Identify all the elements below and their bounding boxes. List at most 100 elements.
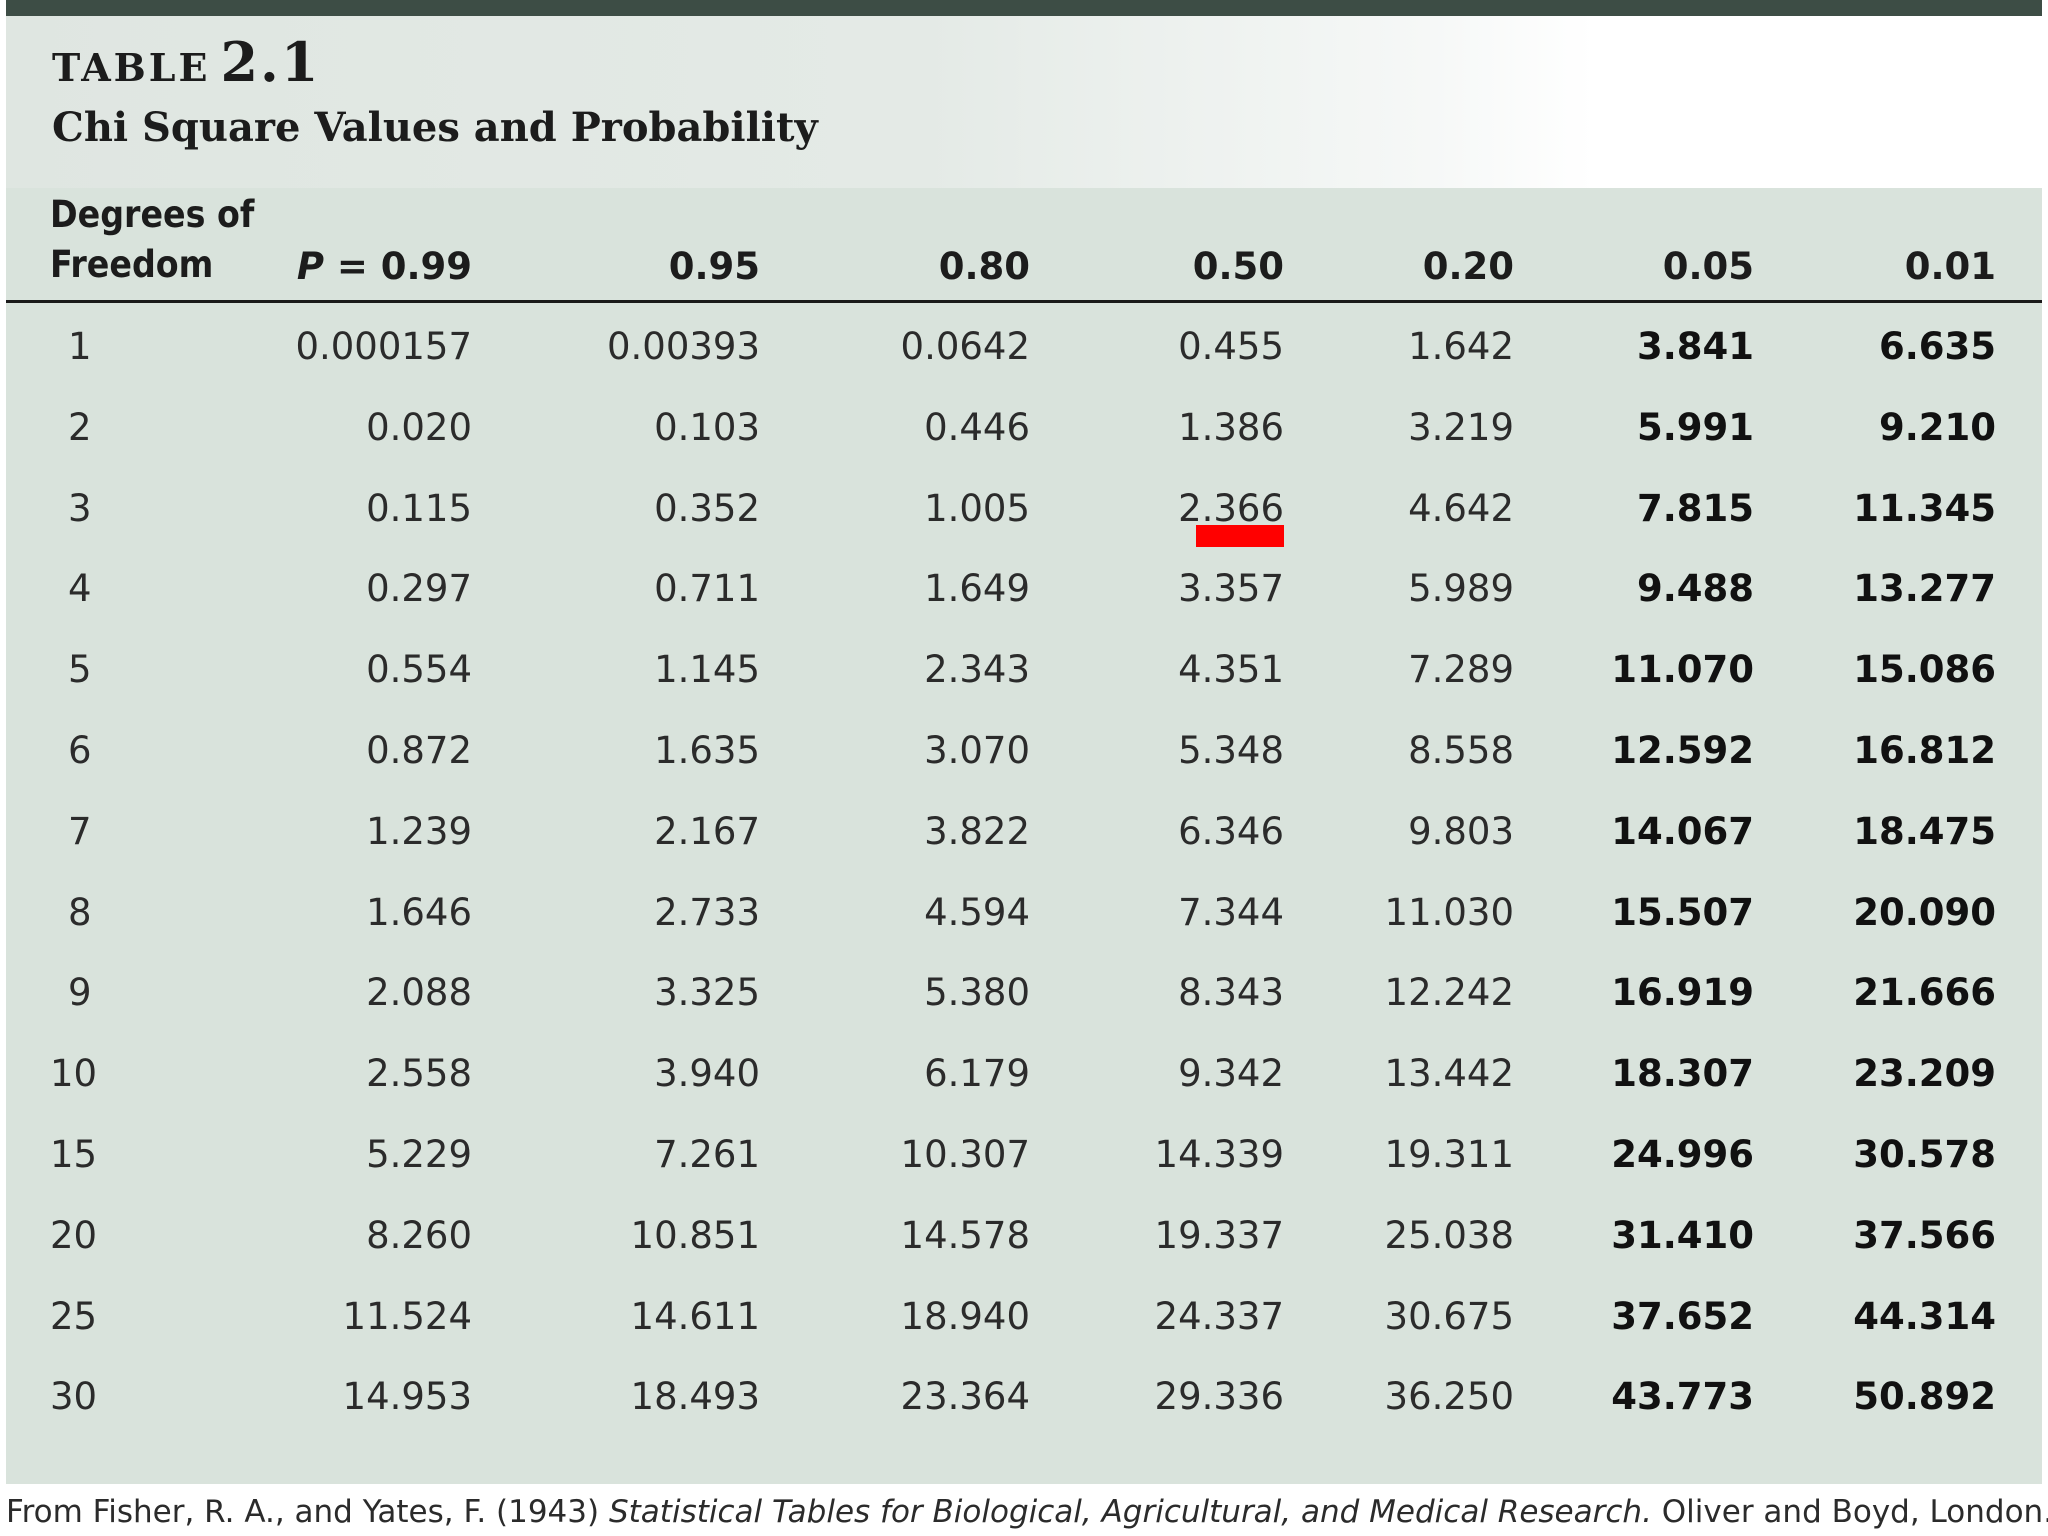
table-number-value: 2.1 <box>220 30 321 94</box>
value-cell: 30.578 <box>1853 1133 1996 1176</box>
p-symbol: P <box>296 245 324 288</box>
value-cell: 23.209 <box>1853 1052 1996 1096</box>
source-suffix: Oliver and Boyd, London. <box>1651 1494 2048 1530</box>
value-cell: 0.0642 <box>900 325 1030 368</box>
df-cell: 2 <box>68 405 92 449</box>
table-row: 5 0.554 1.145 2.343 4.351 7.289 11.070 15.086 <box>0 635 2048 705</box>
source-citation: From Fisher, R. A., and Yates, F. (1943)… <box>6 1494 2048 1530</box>
value-cell: 19.311 <box>1384 1133 1514 1176</box>
df-cell: 30 <box>50 1375 98 1419</box>
column-header: 0.95 <box>668 245 760 288</box>
df-cell: 25 <box>50 1294 98 1338</box>
value-cell: 8.260 <box>366 1213 472 1257</box>
value-cell: 36.250 <box>1384 1375 1514 1419</box>
value-cell: 14.953 <box>342 1375 472 1419</box>
highlight-mark <box>1196 525 1284 547</box>
value-cell: 3.070 <box>924 729 1030 772</box>
value-cell: 0.020 <box>366 405 472 449</box>
table-row: 7 1.239 2.167 3.822 6.346 9.803 14.067 18.475 <box>0 797 2048 867</box>
table-row: 4 0.297 0.711 1.649 3.357 5.989 9.488 13.277 <box>0 554 2048 624</box>
value-cell: 5.380 <box>924 971 1030 1015</box>
value-cell: 24.337 <box>1154 1294 1284 1338</box>
value-cell: 12.592 <box>1611 729 1754 772</box>
degrees-of-freedom-header: Degrees of Freedom <box>50 190 254 290</box>
source-prefix: From Fisher, R. A., and Yates, F. (1943) <box>6 1494 609 1530</box>
table-row: 6 0.872 1.635 3.070 5.348 8.558 12.592 16.812 <box>0 716 2048 786</box>
value-cell: 3.822 <box>924 809 1030 853</box>
dof-header-line2: Freedom <box>50 243 214 286</box>
value-cell: 3.841 <box>1636 325 1754 368</box>
df-cell: 10 <box>50 1052 98 1096</box>
value-cell: 9.342 <box>1178 1052 1284 1096</box>
value-cell: 1.145 <box>654 648 760 692</box>
value-cell: 2.366 <box>1178 486 1284 530</box>
value-cell: 16.812 <box>1853 729 1996 772</box>
value-cell: 9.803 <box>1408 809 1514 853</box>
table-row: 3 0.115 0.352 1.005 2.366 4.642 7.815 11.345 <box>0 474 2048 544</box>
value-cell: 25.038 <box>1384 1213 1514 1257</box>
value-cell: 0.115 <box>366 486 472 530</box>
table-row: 8 1.646 2.733 4.594 7.344 11.030 15.507 20.090 <box>0 878 2048 948</box>
top-rule <box>6 0 2042 16</box>
value-cell: 7.261 <box>654 1133 760 1176</box>
column-header: 0.20 <box>1422 245 1514 288</box>
table-label-text: TABLE <box>52 45 211 90</box>
value-cell: 21.666 <box>1853 971 1996 1015</box>
value-cell: 44.314 <box>1853 1294 1996 1338</box>
value-cell: 31.410 <box>1611 1213 1754 1257</box>
value-cell: 0.711 <box>654 567 760 611</box>
value-cell: 18.493 <box>630 1375 760 1419</box>
value-cell: 0.297 <box>366 567 472 611</box>
value-cell: 7.815 <box>1636 486 1754 530</box>
value-cell: 16.919 <box>1611 971 1754 1015</box>
value-cell: 1.239 <box>366 809 472 853</box>
value-cell: 0.00393 <box>606 325 760 368</box>
value-cell: 37.652 <box>1611 1294 1754 1338</box>
table-panel <box>6 188 2042 1484</box>
value-cell: 7.344 <box>1178 890 1284 934</box>
df-cell: 9 <box>68 971 92 1015</box>
value-cell: 9.210 <box>1878 405 1996 449</box>
value-cell: 0.352 <box>654 486 760 530</box>
table-row: 2 0.020 0.103 0.446 1.386 3.219 5.991 9.210 <box>0 393 2048 463</box>
value-cell: 50.892 <box>1853 1375 1996 1419</box>
value-cell: 2.558 <box>366 1052 472 1096</box>
df-cell: 15 <box>50 1133 98 1176</box>
value-cell: 11.030 <box>1384 890 1514 934</box>
value-cell: 0.872 <box>366 729 472 772</box>
value-cell: 11.524 <box>342 1294 472 1338</box>
value-cell: 19.337 <box>1154 1213 1284 1257</box>
value-cell: 4.642 <box>1408 486 1514 530</box>
value-cell: 0.000157 <box>295 325 472 368</box>
p-equals: = <box>323 245 381 288</box>
value-cell: 18.940 <box>900 1294 1030 1338</box>
dof-header-line1: Degrees of <box>50 193 255 236</box>
value-cell: 1.386 <box>1178 405 1284 449</box>
df-cell: 8 <box>68 890 92 934</box>
value-cell: 6.346 <box>1178 809 1284 853</box>
df-cell: 20 <box>50 1213 98 1257</box>
table-row: 25 11.524 14.611 18.940 24.337 30.675 37.652 44… <box>0 1282 2048 1352</box>
value-cell: 14.578 <box>900 1213 1030 1257</box>
value-cell: 18.307 <box>1611 1052 1754 1096</box>
value-cell: 1.635 <box>654 729 760 772</box>
value-cell: 5.229 <box>366 1133 472 1176</box>
value-cell: 24.996 <box>1611 1133 1754 1176</box>
value-cell: 29.336 <box>1154 1375 1284 1419</box>
value-cell: 3.940 <box>654 1052 760 1096</box>
value-cell: 11.345 <box>1853 486 1996 530</box>
value-cell: 6.179 <box>924 1052 1030 1096</box>
table-row: 15 5.229 7.261 10.307 14.339 19.311 24.996 30.5… <box>0 1120 2048 1190</box>
value-cell: 2.733 <box>654 890 760 934</box>
value-cell: 4.351 <box>1178 648 1284 692</box>
value-cell: 4.594 <box>924 890 1030 934</box>
value-cell: 9.488 <box>1636 567 1754 611</box>
column-header: 0.80 <box>938 245 1030 288</box>
df-cell: 1 <box>68 325 92 368</box>
value-cell: 15.507 <box>1611 890 1754 934</box>
value-cell: 3.357 <box>1178 567 1284 611</box>
value-cell: 37.566 <box>1853 1213 1996 1257</box>
value-cell: 12.242 <box>1384 971 1514 1015</box>
value-cell: 14.339 <box>1154 1133 1284 1176</box>
value-cell: 8.558 <box>1408 729 1514 772</box>
